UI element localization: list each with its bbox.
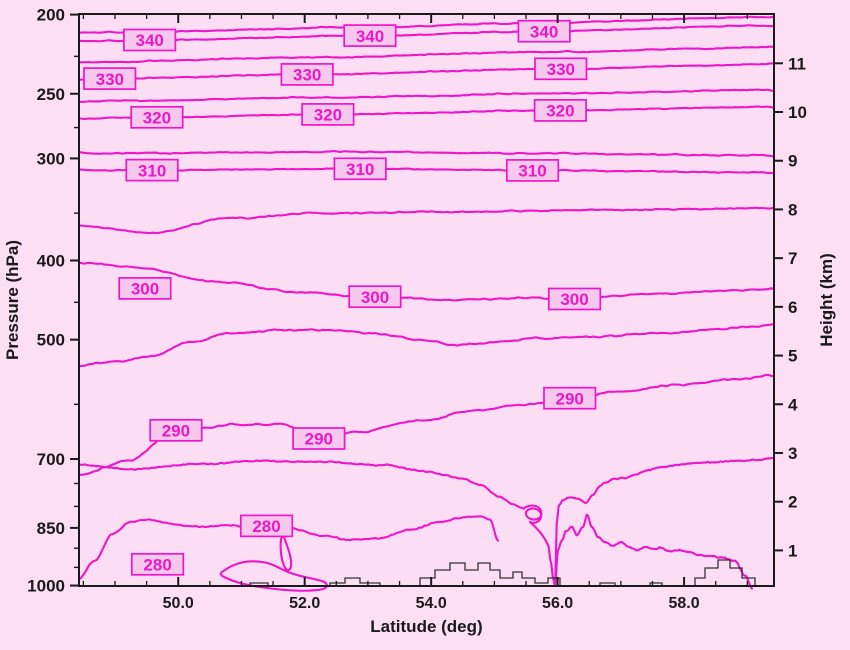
svg-text:320: 320: [314, 106, 342, 125]
svg-text:Latitude (deg): Latitude (deg): [370, 617, 482, 636]
svg-text:330: 330: [547, 60, 575, 79]
svg-text:310: 310: [138, 161, 166, 180]
svg-text:330: 330: [96, 70, 124, 89]
svg-text:5: 5: [788, 347, 797, 366]
svg-text:330: 330: [293, 66, 321, 85]
svg-text:11: 11: [788, 54, 806, 73]
svg-text:8: 8: [788, 200, 797, 219]
svg-text:280: 280: [143, 556, 171, 575]
svg-text:58.0: 58.0: [669, 595, 700, 612]
svg-text:10: 10: [788, 103, 807, 122]
svg-text:1000: 1000: [27, 577, 65, 596]
svg-text:310: 310: [346, 160, 374, 179]
svg-text:340: 340: [530, 22, 558, 41]
svg-text:300: 300: [37, 149, 65, 168]
svg-text:Height (km): Height (km): [817, 253, 836, 347]
svg-text:7: 7: [788, 249, 797, 268]
svg-text:2: 2: [788, 493, 797, 512]
svg-text:290: 290: [556, 389, 584, 408]
svg-text:400: 400: [37, 251, 65, 270]
svg-text:300: 300: [560, 290, 588, 309]
svg-text:6: 6: [788, 298, 797, 317]
svg-text:340: 340: [136, 31, 164, 50]
svg-text:9: 9: [788, 152, 797, 171]
svg-text:50.0: 50.0: [163, 595, 194, 612]
svg-text:4: 4: [788, 395, 798, 414]
svg-text:1: 1: [788, 541, 797, 560]
svg-text:300: 300: [131, 280, 159, 299]
svg-text:56.0: 56.0: [542, 595, 573, 612]
svg-text:290: 290: [305, 430, 333, 449]
svg-text:850: 850: [37, 519, 65, 538]
svg-text:340: 340: [356, 27, 384, 46]
svg-text:Pressure (hPa): Pressure (hPa): [3, 240, 22, 360]
svg-text:280: 280: [252, 517, 280, 536]
svg-text:52.0: 52.0: [289, 595, 320, 612]
svg-text:700: 700: [37, 450, 65, 469]
svg-text:320: 320: [546, 102, 574, 121]
svg-text:250: 250: [37, 85, 65, 104]
svg-text:300: 300: [361, 288, 389, 307]
svg-text:500: 500: [37, 331, 65, 350]
svg-text:200: 200: [37, 6, 65, 25]
svg-text:54.0: 54.0: [416, 595, 447, 612]
svg-text:310: 310: [518, 162, 546, 181]
svg-text:320: 320: [143, 109, 171, 128]
svg-text:3: 3: [788, 444, 797, 463]
svg-text:290: 290: [162, 422, 190, 441]
